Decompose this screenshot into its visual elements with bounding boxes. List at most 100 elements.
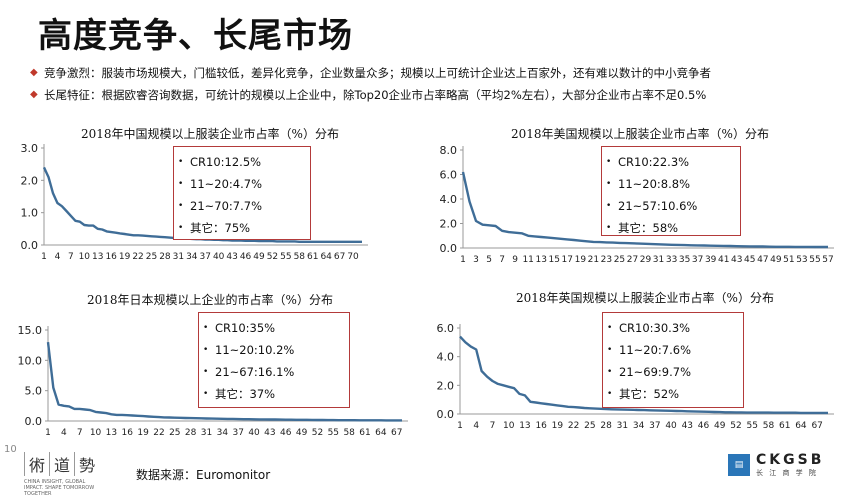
bullet-item: ◆ 长尾特征：根据欧睿咨询数据，可统计的规模以上企业中，除Top20企业市占率略…	[30, 84, 711, 106]
legend-item: • 其它：58%	[602, 217, 740, 239]
x-tick-label: 61	[307, 252, 318, 262]
x-tick-label: 67	[334, 252, 345, 262]
chart-uk: 0.0 2.0 4.0 6.0 1 4 7 10 13 16 19 22 25 28 31 34 37 40 43 4…	[437, 322, 834, 431]
x-tick-label: 55	[809, 255, 820, 265]
x-tick-label: 22	[568, 421, 579, 431]
x-tick-label: 43	[731, 255, 742, 265]
legend-text: 21~70:7.7%	[190, 199, 262, 213]
logo-char: 道	[49, 452, 70, 476]
logo-char: 術	[24, 452, 45, 476]
x-tick-label: 37	[692, 255, 703, 265]
x-tick-label: 67	[811, 421, 822, 431]
chart-title-china: 2018年中国规模以上服装企业市占率（%）分布	[81, 127, 339, 141]
x-tick-label: 40	[665, 421, 677, 431]
legend-text: 11~20:8.8%	[618, 177, 690, 191]
bullet-icon: •	[607, 389, 613, 399]
x-tick-label: 3	[473, 255, 479, 265]
x-tick-label: 17	[562, 255, 573, 265]
data-source: 数据来源：Euromonitor	[136, 468, 271, 482]
x-tick-label: 40	[248, 428, 260, 438]
x-tick-label: 52	[312, 428, 323, 438]
legend-item: • 21~57:10.6%	[602, 195, 740, 217]
logo-subtitle: 长 江 商 学 院	[756, 469, 818, 477]
page-number: 10	[4, 444, 17, 455]
x-tick-label: 41	[718, 255, 729, 265]
x-tick-label: 58	[763, 421, 775, 431]
x-tick-label: 67	[391, 428, 402, 438]
x-tick-label: 33	[666, 255, 677, 265]
y-tick-label: 2.0	[437, 379, 455, 392]
x-tick-label: 21	[588, 255, 599, 265]
legend-item: • 11~20:10.2%	[199, 339, 349, 361]
x-tick-label: 10	[79, 252, 91, 262]
bullet-icon: •	[203, 389, 209, 399]
x-tick-label: 7	[68, 252, 74, 262]
x-tick-label: 16	[122, 428, 134, 438]
legend-text: CR10:35%	[215, 321, 276, 335]
legend-text: 11~20:4.7%	[190, 177, 262, 191]
x-tick-label: 22	[153, 428, 164, 438]
x-tick-label: 13	[519, 421, 530, 431]
logo-chars: 術 道 勢	[24, 452, 104, 476]
chart-title-uk: 2018年英国规模以上服装企业市占率（%）分布	[516, 291, 774, 305]
y-tick-label: 0.0	[21, 239, 39, 252]
y-tick-label: 0.0	[25, 415, 43, 428]
x-tick-label: 37	[232, 428, 243, 438]
x-tick-label: 64	[320, 252, 332, 262]
bullet-item: ◆ 竞争激烈：服装市场规模大，门槛较低，差异化竞争，企业数量众多；规模以上可统计…	[30, 62, 711, 84]
x-tick-label: 1	[41, 252, 47, 262]
bullet-icon: ◆	[30, 89, 38, 100]
y-tick-label: 2.0	[440, 218, 458, 231]
legend-text: 21~67:16.1%	[215, 365, 295, 379]
x-tick-label: 23	[601, 255, 612, 265]
ckgsb-logo-icon: ▤	[728, 454, 750, 476]
legend-text: 其它：75%	[190, 221, 251, 235]
bullet-icon: •	[178, 201, 184, 211]
x-tick-label: 52	[267, 252, 278, 262]
y-tick-label: 2.0	[21, 174, 39, 187]
x-tick-label: 28	[159, 252, 171, 262]
logo-text-group: CKGSB 长 江 商 学 院	[756, 452, 824, 478]
x-tick-label: 19	[552, 421, 564, 431]
y-tick-label: 10.0	[18, 354, 43, 367]
x-tick-label: 25	[169, 428, 180, 438]
x-tick-label: 34	[633, 421, 645, 431]
x-tick-label: 64	[375, 428, 387, 438]
x-tick-label: 4	[473, 421, 479, 431]
bullet-text: 竞争激烈：服装市场规模大，门槛较低，差异化竞争，企业数量众多；规模以上可统计企业…	[44, 66, 711, 80]
x-tick-label: 10	[90, 428, 102, 438]
x-tick-label: 34	[186, 252, 198, 262]
x-tick-label: 55	[747, 421, 758, 431]
x-tick-label: 27	[627, 255, 638, 265]
x-tick-label: 49	[296, 428, 308, 438]
legend-text: CR10:12.5%	[190, 155, 262, 169]
x-tick-label: 47	[757, 255, 768, 265]
bullet-icon: •	[606, 223, 612, 233]
bullet-icon: •	[203, 367, 209, 377]
x-tick-label: 9	[512, 255, 518, 265]
legend-text: 11~20:10.2%	[215, 343, 295, 357]
y-tick-label: 0.0	[437, 408, 455, 421]
legend-text: CR10:22.3%	[618, 155, 690, 169]
x-tick-label: 1	[460, 255, 466, 265]
x-tick-label: 40	[213, 252, 225, 262]
x-tick-label: 61	[779, 421, 790, 431]
legend-item: • 11~20:7.6%	[603, 339, 743, 361]
x-tick-label: 46	[240, 252, 252, 262]
bullet-icon: •	[606, 201, 612, 211]
x-tick-label: 52	[730, 421, 741, 431]
x-tick-label: 10	[503, 421, 515, 431]
y-tick-label: 5.0	[25, 385, 43, 398]
x-tick-label: 43	[264, 428, 275, 438]
legend-text: 21~69:9.7%	[619, 365, 691, 379]
bullet-icon: •	[606, 157, 612, 167]
x-tick-label: 28	[600, 421, 612, 431]
x-tick-label: 55	[328, 428, 339, 438]
x-tick-label: 45	[744, 255, 755, 265]
x-tick-label: 31	[653, 255, 664, 265]
x-tick-label: 58	[294, 252, 306, 262]
logo-name: CKGSB	[756, 452, 825, 468]
bullet-icon: •	[606, 179, 612, 189]
x-tick-label: 37	[649, 421, 660, 431]
logo-tagline: CHINA INSIGHT, GLOBAL IMPACT. SHAPE TOMO…	[24, 479, 95, 497]
